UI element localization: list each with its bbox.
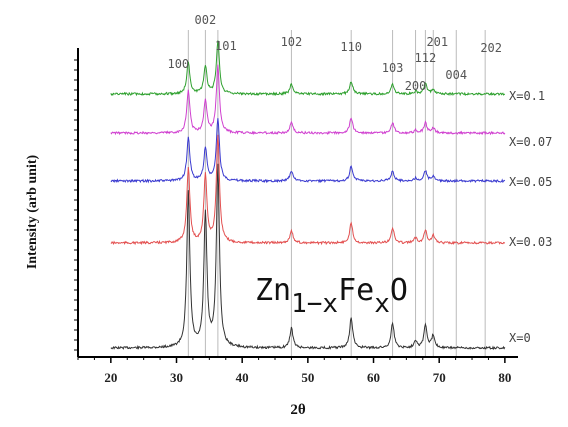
y-axis-label: Intensity (arb unit) [25, 154, 40, 269]
series-label: X=0.03 [509, 235, 552, 249]
series-line-X=0.05 [110, 118, 506, 184]
series-labels: X=0 X=0.03 X=0.05 X=0.07 X=0.1 [509, 89, 552, 345]
series-label: X=0 [509, 331, 531, 345]
peak-label-101: 101 [215, 39, 237, 53]
series-line-X=0.1 [110, 40, 506, 97]
peak-label-110: 110 [340, 40, 362, 54]
formula-sub-1-x: 1−x [291, 289, 338, 319]
peak-label-112: 112 [415, 51, 437, 65]
x-tick-label: 50 [301, 370, 314, 385]
x-ticks: 20 30 40 50 60 70 80 [77, 357, 511, 385]
axes: 20 30 40 50 60 70 80 [74, 48, 518, 385]
series-label: X=0.05 [509, 175, 552, 189]
formula-fe: Fe [338, 273, 374, 308]
formula-sub-x: x [374, 289, 390, 319]
series-label: X=0.1 [509, 89, 545, 103]
x-tick-label: 40 [236, 370, 249, 385]
series-line-X=0.07 [110, 64, 506, 136]
x-tick-label: 70 [433, 370, 446, 385]
peak-label-201: 201 [426, 35, 448, 49]
formula-o: O [390, 273, 408, 308]
peak-label-100: 100 [167, 57, 189, 71]
x-tick-label: 20 [104, 370, 117, 385]
y-minor-ticks [74, 59, 78, 351]
x-tick-label: 80 [498, 370, 511, 385]
peak-label-202: 202 [480, 41, 502, 55]
peak-label-004: 004 [445, 68, 467, 82]
formula-zn: Zn [255, 273, 291, 308]
peak-label-102: 102 [281, 35, 303, 49]
peak-label-200: 200 [405, 79, 427, 93]
series-label: X=0.07 [509, 135, 552, 149]
x-axis-label: 2θ [290, 402, 306, 418]
series-line-X=0.03 [110, 134, 506, 246]
x-tick-label: 60 [367, 370, 380, 385]
x-tick-label: 30 [170, 370, 183, 385]
peak-label-103: 103 [382, 61, 404, 75]
series-line-X=0 [110, 163, 506, 351]
peak-label-002: 002 [195, 13, 217, 27]
formula-annotation: Zn1−xFexO [255, 273, 408, 319]
series-lines [110, 40, 506, 351]
